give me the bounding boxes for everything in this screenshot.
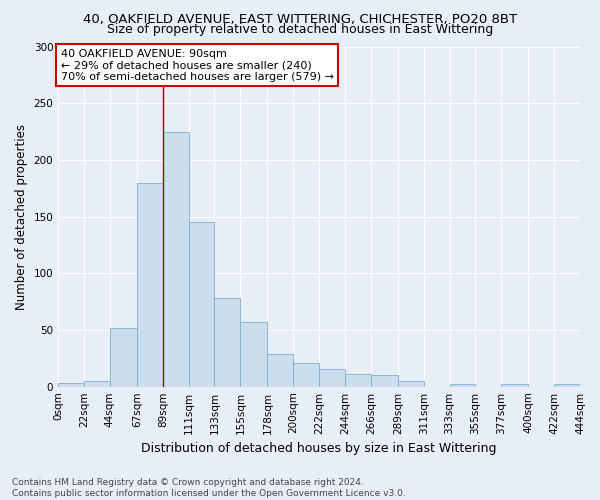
Bar (554, 384, 580, 386)
Y-axis label: Number of detached properties: Number of detached properties (15, 124, 28, 310)
Text: 40, OAKFIELD AVENUE, EAST WITTERING, CHICHESTER, PO20 8BT: 40, OAKFIELD AVENUE, EAST WITTERING, CHI… (83, 12, 517, 26)
Bar (293, 363, 319, 386)
Bar (371, 376, 398, 386)
Bar (398, 381, 424, 386)
X-axis label: Distribution of detached houses by size in East Wittering: Distribution of detached houses by size … (142, 442, 497, 455)
Bar (163, 132, 188, 386)
Bar (110, 328, 137, 386)
Bar (501, 384, 528, 386)
Text: 40 OAKFIELD AVENUE: 90sqm
← 29% of detached houses are smaller (240)
70% of semi: 40 OAKFIELD AVENUE: 90sqm ← 29% of detac… (61, 49, 334, 82)
Text: Contains HM Land Registry data © Crown copyright and database right 2024.
Contai: Contains HM Land Registry data © Crown c… (12, 478, 406, 498)
Bar (214, 298, 241, 386)
Bar (241, 322, 268, 386)
Bar (188, 222, 214, 386)
Bar (58, 384, 84, 386)
Bar (137, 182, 163, 386)
Bar (268, 354, 293, 386)
Bar (345, 374, 371, 386)
Bar (449, 384, 475, 386)
Text: Size of property relative to detached houses in East Wittering: Size of property relative to detached ho… (107, 22, 493, 36)
Bar (319, 368, 345, 386)
Bar (84, 381, 110, 386)
